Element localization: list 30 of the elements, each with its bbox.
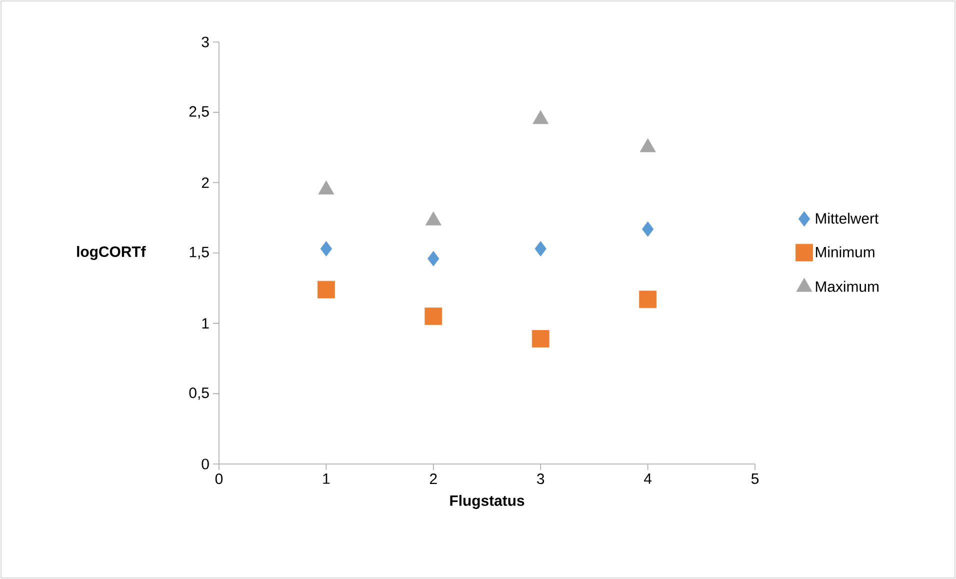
x-tick-label: 3: [537, 474, 544, 484]
legend-label: Maximum: [816, 280, 878, 292]
point: [318, 180, 334, 194]
point: [532, 110, 549, 124]
y-tick-label: 2,5: [189, 106, 209, 118]
point: [642, 221, 654, 237]
point: [428, 250, 440, 266]
point: [639, 290, 657, 308]
y-tick-label: 0,5: [189, 387, 209, 400]
x-tick-label: 0: [215, 474, 223, 484]
y-tick-label: 1,5: [190, 246, 209, 260]
y-tick-label: 0: [202, 458, 209, 470]
point: [320, 241, 332, 256]
y-tick-label: 1: [202, 318, 209, 328]
x-tick-label: 5: [751, 474, 759, 484]
legend-label: Mittelwert: [816, 212, 879, 224]
point: [534, 241, 546, 256]
x-tick-label: 1: [323, 474, 330, 484]
point: [424, 308, 442, 325]
y-axis-title: logCORTf: [77, 246, 146, 260]
y-tick-label: 2: [202, 177, 209, 188]
legend-label: Minimum: [816, 246, 874, 258]
x-tick-label: 2: [430, 474, 437, 484]
y-tick-label: 3: [202, 36, 209, 48]
point: [318, 280, 335, 298]
x-axis-title: Flugstatus: [450, 494, 524, 509]
point: [640, 138, 656, 152]
x-tick-label: 4: [644, 474, 652, 484]
point: [425, 211, 442, 226]
point: [532, 330, 550, 348]
